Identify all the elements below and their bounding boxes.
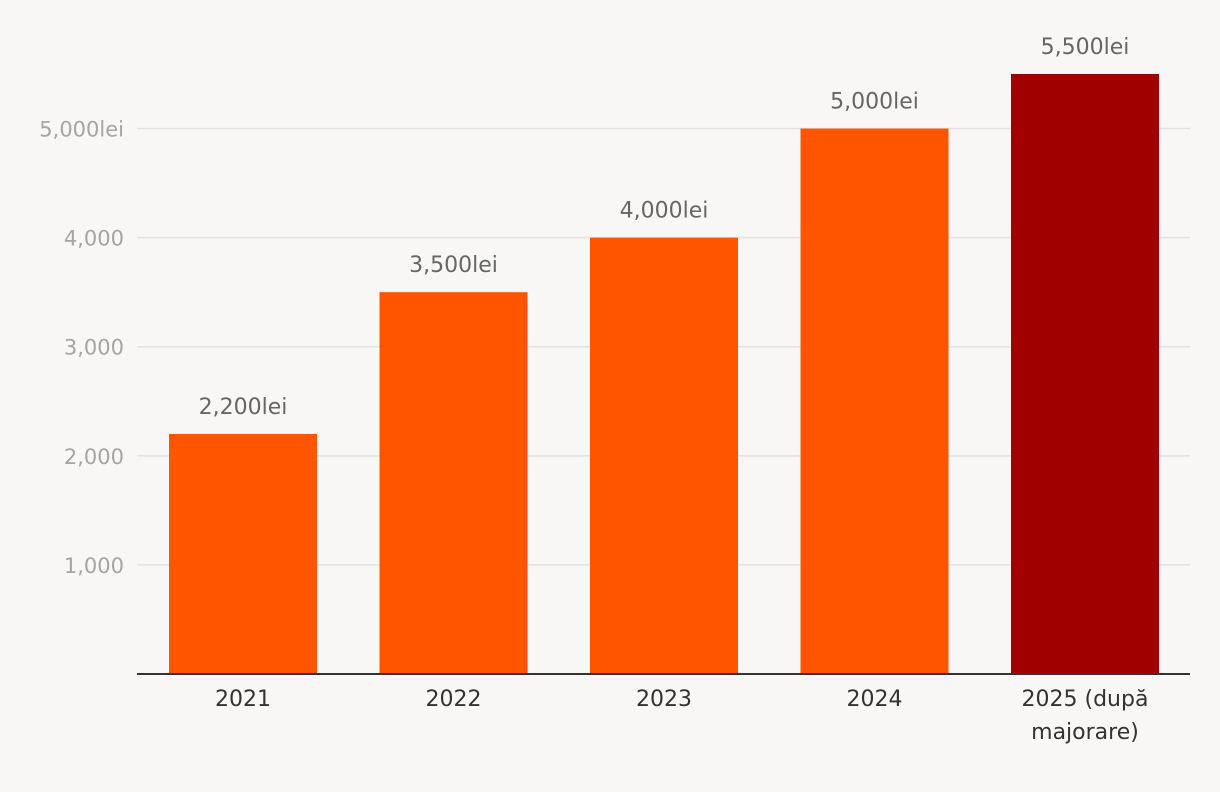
bar-value-label: 5,000lei <box>830 90 919 115</box>
bars <box>169 74 1159 675</box>
y-axis-tick-labels: 1,000 2,000 3,000 4,000 5,000lei <box>39 118 124 578</box>
bar-value-label: 3,500lei <box>409 253 498 278</box>
bar <box>1011 74 1159 674</box>
x-category-label: 2022 <box>426 687 482 712</box>
y-tick-label: 1,000 <box>64 554 124 578</box>
bar-value-label: 5,500lei <box>1041 35 1130 60</box>
x-category-label: majorare) <box>1031 720 1139 745</box>
bar <box>590 237 738 675</box>
y-tick-label: 2,000 <box>64 445 124 469</box>
bar-value-label: 2,200lei <box>199 395 288 420</box>
data-labels: 2,200lei 3,500lei 4,000lei 5,000lei 5,500lei <box>199 35 1130 420</box>
x-axis-category-labels: 2021 2022 2023 2024 2025 (după majorare) <box>215 687 1148 745</box>
x-category-label: 2024 <box>847 687 903 712</box>
bar <box>800 128 949 674</box>
x-category-label: 2025 (după <box>1022 687 1149 712</box>
x-category-label: 2021 <box>215 687 271 712</box>
y-tick-label: 4,000 <box>64 227 124 251</box>
bar <box>169 434 317 674</box>
x-category-label: 2023 <box>636 687 692 712</box>
y-tick-label: 5,000lei <box>39 118 124 142</box>
bar <box>379 292 528 674</box>
bar-value-label: 4,000lei <box>620 199 709 224</box>
y-tick-label: 3,000 <box>64 336 124 360</box>
